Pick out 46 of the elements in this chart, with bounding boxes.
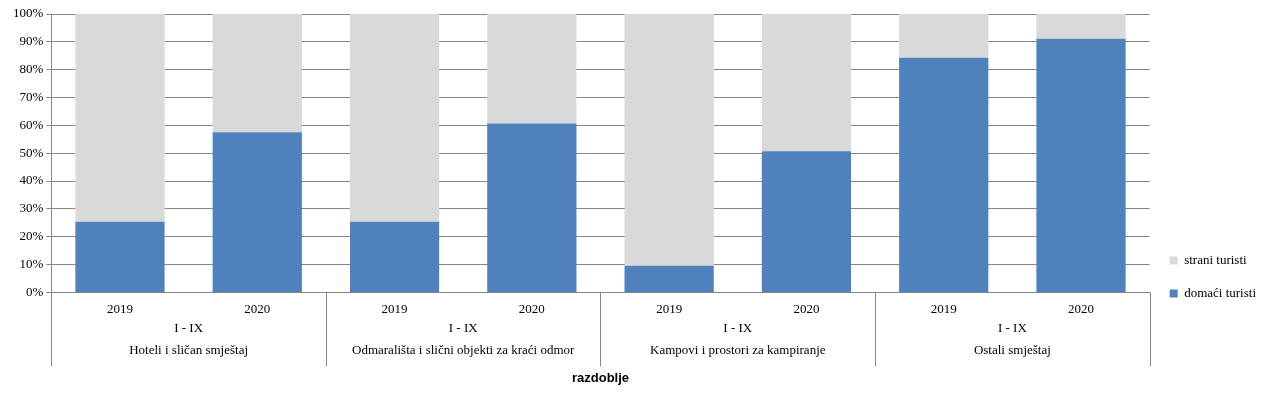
bar xyxy=(761,151,852,292)
y-tick-label: 0% xyxy=(25,283,44,299)
text: Hoteli i sličan smještaj xyxy=(129,341,249,357)
x-tick-label: 2020 xyxy=(1068,300,1095,316)
bar xyxy=(624,265,714,292)
bar xyxy=(1036,14,1126,39)
legend-label: domaći turisti xyxy=(1184,284,1257,300)
bar xyxy=(487,14,577,124)
x-tick-label: 2019 xyxy=(106,300,133,316)
text: I - IX xyxy=(723,319,753,335)
bar xyxy=(212,132,302,292)
text: Odmarališta i slični objekti za kraći odmor xyxy=(352,341,576,357)
x-tick-label: 2019 xyxy=(381,300,408,316)
text: I - IX xyxy=(448,319,479,335)
bar xyxy=(75,14,165,222)
y-tick-label: 50% xyxy=(19,144,44,160)
y-tick-label: 30% xyxy=(19,200,44,216)
y-tick-label: 70% xyxy=(19,88,44,104)
x-axis-title: razdoblje xyxy=(571,369,630,385)
bar xyxy=(75,221,165,292)
bar xyxy=(624,14,714,266)
bar xyxy=(899,57,989,292)
x-tick-label: 2020 xyxy=(518,300,545,316)
bar xyxy=(1036,38,1126,292)
y-tick-label: 80% xyxy=(19,61,44,77)
y-tick-label: 90% xyxy=(19,33,44,49)
bar xyxy=(899,14,989,58)
bar xyxy=(761,14,852,152)
text: I - IX xyxy=(997,319,1028,335)
legend-label: strani turisti xyxy=(1184,251,1248,267)
x-tick-label: 2019 xyxy=(930,300,957,316)
x-tick-label: 2020 xyxy=(793,300,820,316)
y-tick-label: 100% xyxy=(12,5,44,21)
bar xyxy=(349,221,440,292)
y-tick-label: 20% xyxy=(19,228,44,244)
bar xyxy=(487,123,577,292)
bar xyxy=(212,14,302,133)
text: Kampovi i prostori za kampiranje xyxy=(650,341,826,357)
y-tick-label: 40% xyxy=(19,172,44,188)
y-tick-label: 60% xyxy=(19,116,44,132)
x-tick-label: 2019 xyxy=(656,300,683,316)
text: Ostali smještaj xyxy=(973,341,1051,357)
x-tick-label: 2020 xyxy=(244,300,271,316)
text: I - IX xyxy=(174,319,204,335)
bar xyxy=(349,14,440,222)
y-tick-label: 10% xyxy=(19,255,44,271)
